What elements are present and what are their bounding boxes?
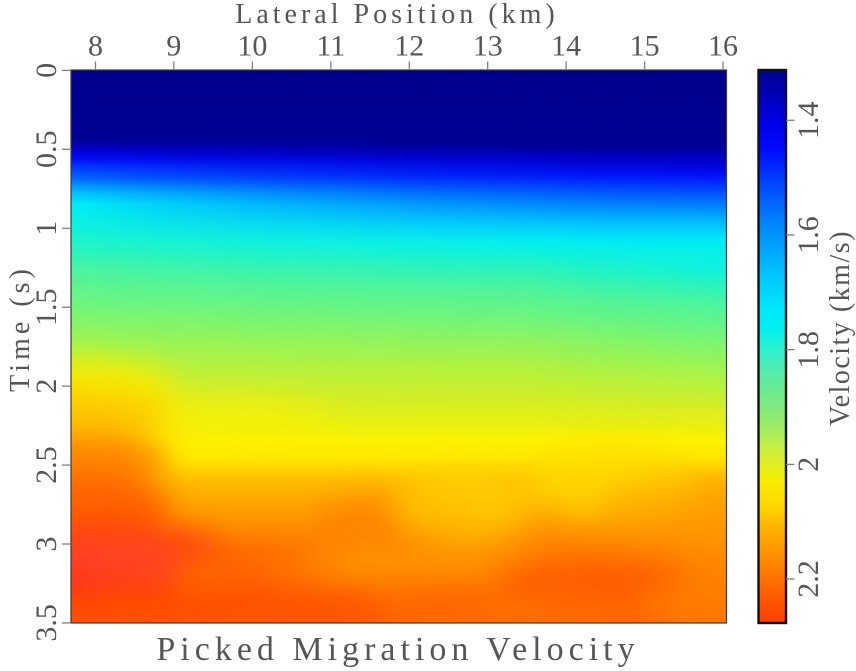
svg-text:0: 0 bbox=[30, 63, 63, 78]
svg-text:Picked Migration Velocity: Picked Migration Velocity bbox=[156, 631, 639, 668]
svg-text:1.6: 1.6 bbox=[792, 216, 825, 254]
svg-text:Time (s): Time (s) bbox=[5, 265, 36, 392]
svg-text:2: 2 bbox=[792, 457, 825, 472]
svg-text:Velocity (km/s): Velocity (km/s) bbox=[825, 230, 856, 426]
svg-text:1: 1 bbox=[30, 221, 63, 236]
svg-text:15: 15 bbox=[630, 30, 660, 63]
svg-text:9: 9 bbox=[166, 30, 181, 63]
svg-text:2: 2 bbox=[30, 379, 63, 394]
svg-text:3.5: 3.5 bbox=[30, 604, 63, 642]
svg-text:16: 16 bbox=[708, 30, 738, 63]
svg-text:0.5: 0.5 bbox=[30, 131, 63, 169]
svg-text:10: 10 bbox=[237, 30, 267, 63]
svg-text:1.4: 1.4 bbox=[792, 102, 825, 140]
svg-text:13: 13 bbox=[473, 30, 503, 63]
svg-text:8: 8 bbox=[88, 30, 103, 63]
svg-text:1.5: 1.5 bbox=[30, 288, 63, 326]
svg-text:2.5: 2.5 bbox=[30, 446, 63, 484]
svg-text:11: 11 bbox=[316, 30, 345, 63]
svg-text:3: 3 bbox=[30, 537, 63, 552]
svg-text:1.8: 1.8 bbox=[792, 331, 825, 369]
svg-text:2.2: 2.2 bbox=[792, 560, 825, 598]
svg-text:Lateral Position (km): Lateral Position (km) bbox=[235, 0, 559, 30]
svg-text:14: 14 bbox=[551, 30, 581, 63]
svg-text:12: 12 bbox=[394, 30, 424, 63]
